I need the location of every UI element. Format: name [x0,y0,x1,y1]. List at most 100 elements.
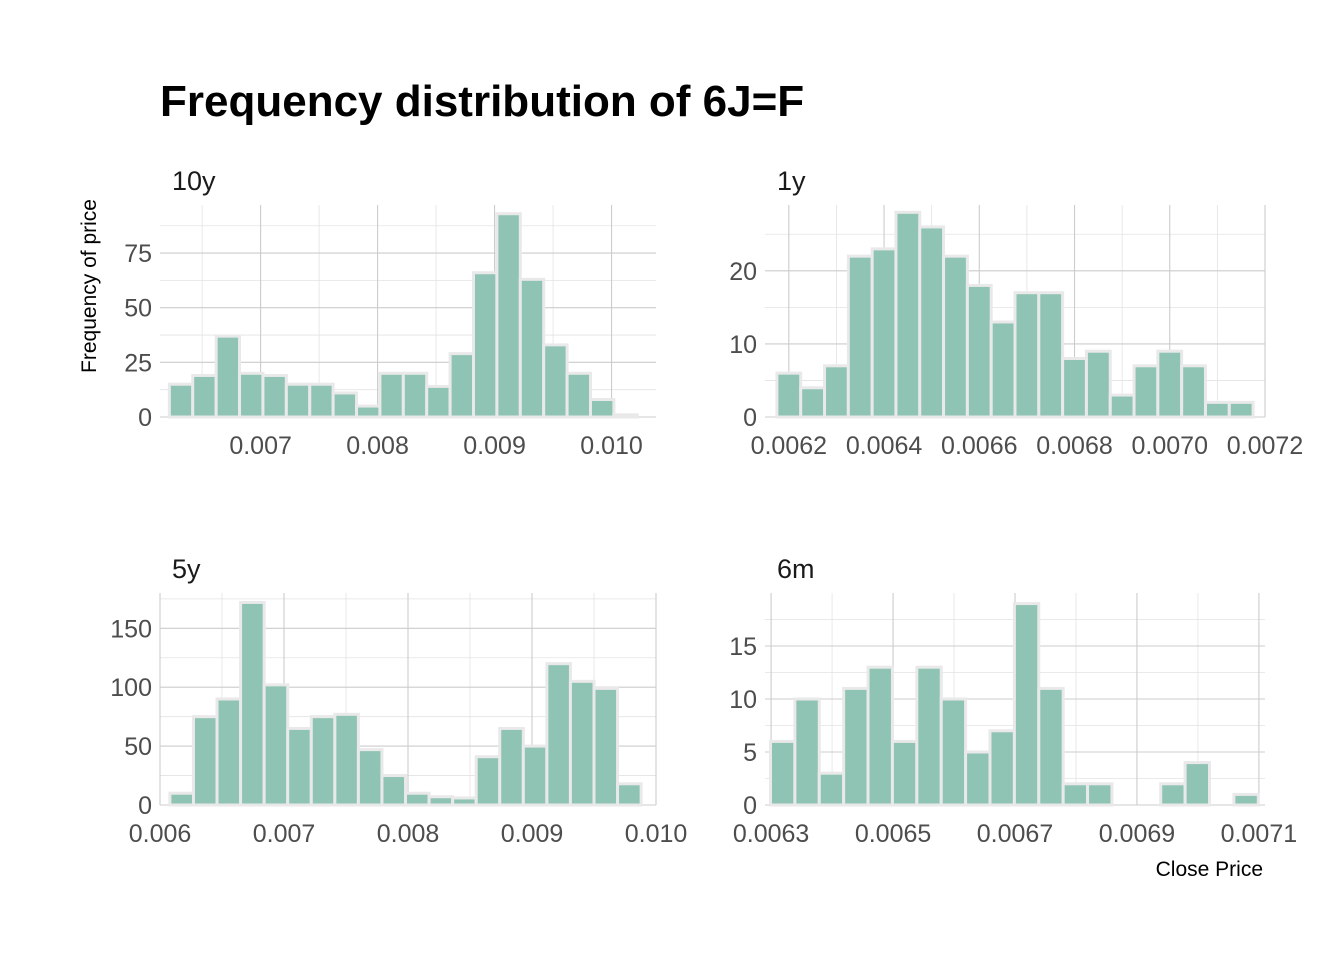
x-tick-label: 0.0072 [1227,432,1303,460]
y-axis-title: Frequency of price [78,199,101,373]
histogram-bar [918,225,946,419]
x-tick-label: 0.0066 [941,432,1017,460]
histogram-bar [870,247,898,419]
histogram-bar [1037,686,1065,807]
y-tick-label: 0 [743,792,757,820]
histogram-bar [238,371,265,419]
x-tick-label: 0.0067 [977,820,1053,848]
histogram-bar [890,739,919,807]
y-tick-label: 100 [110,674,152,702]
x-tick-label: 0.0063 [733,820,809,848]
histogram-bar [1012,602,1041,807]
x-tick-label: 0.0069 [1099,820,1175,848]
x-tick-label: 0.007 [229,432,292,460]
x-axis-title: Close Price [1156,858,1263,881]
y-tick-label: 0 [138,792,152,820]
histogram-bars [775,210,1255,419]
histogram-bar [425,384,452,419]
histogram-bar [239,600,266,807]
histogram-bar [167,382,195,419]
x-tick-label: 0.006 [129,820,192,848]
histogram-bar [309,715,337,807]
histogram-bar [1037,291,1065,419]
histogram-bar [592,686,620,807]
x-tick-label: 0.007 [253,820,316,848]
histogram-bar [989,320,1017,419]
histogram-bar [214,334,242,419]
y-tick-label: 150 [110,615,152,643]
x-tick-label: 0.008 [346,432,409,460]
y-tick-label: 50 [124,295,152,323]
histogram-bar [1061,357,1088,419]
histogram-bar [191,373,218,419]
histogram-bar [915,665,943,807]
chart-title: Frequency distribution of 6J=F [160,77,804,126]
histogram-bar [498,726,525,807]
x-tick-label: 0.010 [625,820,688,848]
histogram-bar [823,364,850,419]
x-tick-label: 0.008 [377,820,440,848]
y-tick-label: 15 [729,633,757,661]
histogram-bar [333,712,360,807]
histogram-bar [612,413,639,419]
histogram-bar [1061,782,1090,807]
histogram-bar [401,371,429,419]
histogram-bar [284,382,312,419]
histogram-bar [842,686,870,807]
histogram-bar [448,352,476,419]
x-tick-label: 0.0062 [751,432,827,460]
panel-1y: 1y 0 10 20 0.0062 0.0064 0.0066 0.0068 0.0070 0.0… [729,166,1303,460]
histogram-bar [380,774,408,807]
x-tick-label: 0.009 [463,432,526,460]
x-tick-label: 0.0064 [846,432,923,460]
facet-label: 1y [777,166,806,196]
histogram-bar [308,382,335,419]
histogram-bars [168,600,643,807]
histogram-bars [167,212,639,419]
facet-label: 10y [172,166,216,196]
histogram-bar [474,755,502,807]
histogram-bar [451,796,478,807]
histogram-bar [768,739,797,807]
x-tick-label: 0.0065 [855,820,931,848]
histogram-bar [1180,364,1207,419]
histogram-bar [588,398,616,419]
histogram-bar [427,795,455,807]
x-tick-label: 0.009 [501,820,564,848]
histogram-bar [793,697,821,807]
histogram-bar [1183,761,1212,807]
y-tick-label: 75 [124,240,152,268]
y-tick-label: 10 [729,331,757,359]
facet-label: 6m [777,554,815,584]
histogram-bar [404,791,431,807]
y-tick-label: 0 [138,404,152,432]
histogram-bar [965,283,993,419]
histogram-bar [286,726,313,807]
histogram-bar [1227,400,1255,419]
panel-5y: 5y 0 50 100 150 0.006 0.007 0.008 0.009 0.010 [110,554,687,848]
histogram-bar [1084,349,1112,419]
histogram-bar [356,748,384,807]
histogram-bar [939,697,968,807]
histogram-bar [261,373,288,419]
histogram-bar [215,697,243,807]
histogram-bar [1086,782,1114,807]
histogram-bar [616,782,643,807]
histogram-bar [355,404,382,419]
histogram-bar [894,210,922,419]
x-tick-label: 0.0068 [1036,432,1112,460]
histogram-bar [378,371,405,419]
histogram-bar [168,791,195,807]
histogram-bar [1013,291,1041,419]
panel-10y: 10y 0 25 50 75 0.007 0.008 0.009 0.010 [124,166,656,460]
histogram-bar [817,771,846,807]
histogram-bar [1156,349,1184,419]
histogram-bar [846,254,874,419]
histogram-bar [565,371,592,419]
histogram-bar [964,750,992,807]
histogram-bar [521,744,549,807]
y-tick-label: 5 [743,739,757,767]
histogram-bar [1132,364,1160,419]
histogram-bar [495,212,522,419]
histogram-bar [775,371,803,419]
